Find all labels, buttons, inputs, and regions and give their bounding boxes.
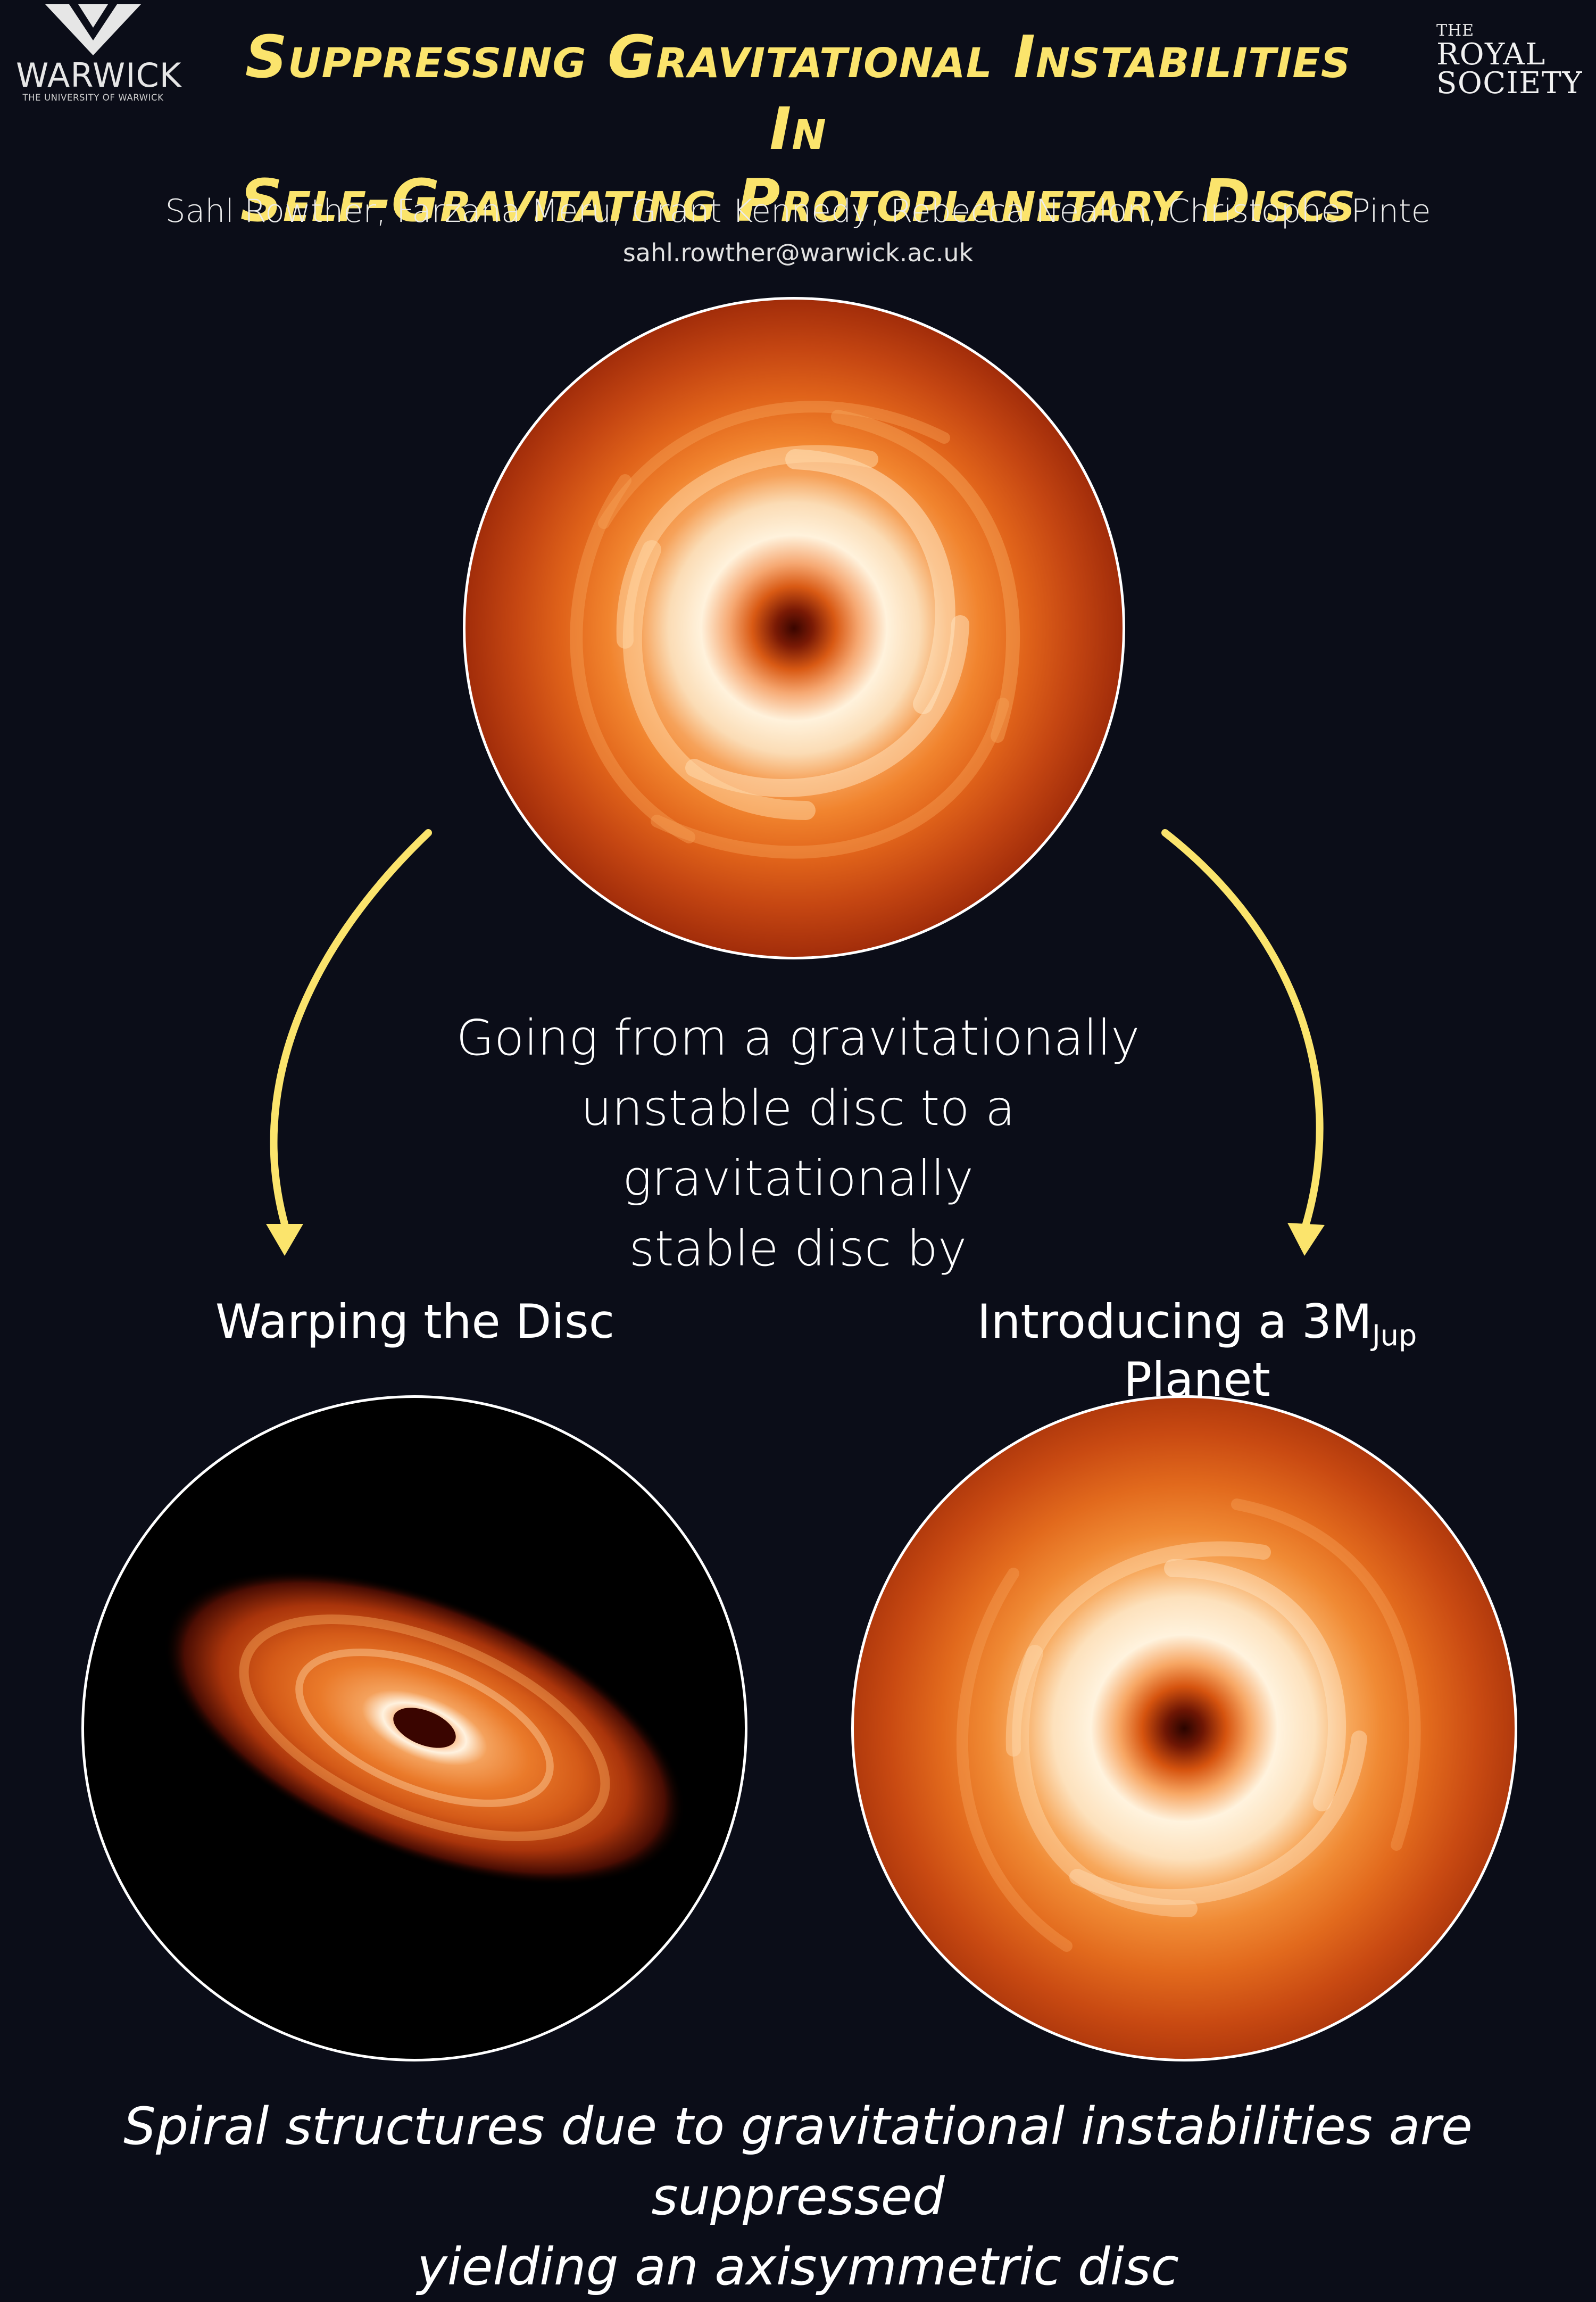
planet-label: Introducing a 3MJup Planet bbox=[904, 1294, 1490, 1407]
planet-label-subscript: Jup bbox=[1371, 1319, 1417, 1352]
warwick-name: WARWICK bbox=[16, 56, 182, 95]
contact-email: sahl.rowther@warwick.ac.uk bbox=[622, 238, 974, 267]
unstable-disc-image bbox=[463, 297, 1125, 959]
transition-line2: unstable disc to a gravitationally bbox=[580, 1080, 1016, 1207]
warped-disc-drawing bbox=[163, 1570, 686, 1885]
unstable-disc-spirals bbox=[570, 401, 1020, 859]
royal-society-line2: ROYAL bbox=[1436, 37, 1546, 72]
royal-society-logo: THE ROYAL SOCIETY bbox=[1436, 21, 1583, 101]
poster-title: Suppressing Gravitational Instabilities … bbox=[223, 21, 1373, 237]
right-arrow-icon bbox=[1161, 829, 1325, 1256]
planet-disc-spirals bbox=[957, 1498, 1421, 1952]
royal-society-line1: THE bbox=[1436, 21, 1475, 40]
conclusion-text: Spiral structures due to gravitational i… bbox=[80, 2091, 1516, 2302]
transition-description: Going from a gravitationally unstable di… bbox=[415, 1003, 1181, 1284]
warwick-logo: WARWICK THE UNIVERSITY OF WARWICK bbox=[16, 4, 182, 105]
planet-label-prefix: Introducing a 3M bbox=[977, 1294, 1372, 1349]
transition-line1: Going from a gravitationally bbox=[456, 1009, 1140, 1066]
transition-line3: stable disc by bbox=[629, 1220, 967, 1277]
warwick-w-icon bbox=[45, 4, 141, 55]
left-arrow-icon bbox=[266, 829, 432, 1256]
conclusion-line2: yielding an axisymmetric disc bbox=[417, 2237, 1179, 2297]
title-line1: Suppressing Gravitational Instabilities … bbox=[245, 23, 1351, 163]
planet-label-suffix: Planet bbox=[1124, 1352, 1270, 1407]
author-list: Sahl Rowther, Farzana Meru, Grant Kenned… bbox=[165, 193, 1431, 230]
warping-label: Warping the Disc bbox=[215, 1294, 615, 1349]
conclusion-line1: Spiral structures due to gravitational i… bbox=[123, 2097, 1473, 2226]
royal-society-line3: SOCIETY bbox=[1436, 66, 1583, 101]
warwick-subtitle: THE UNIVERSITY OF WARWICK bbox=[22, 93, 164, 103]
title-line2: Self-Gravitating Protoplanetary Discs bbox=[240, 167, 1356, 235]
warped-disc-image bbox=[81, 1395, 747, 2061]
planet-disc-image bbox=[851, 1395, 1517, 2061]
